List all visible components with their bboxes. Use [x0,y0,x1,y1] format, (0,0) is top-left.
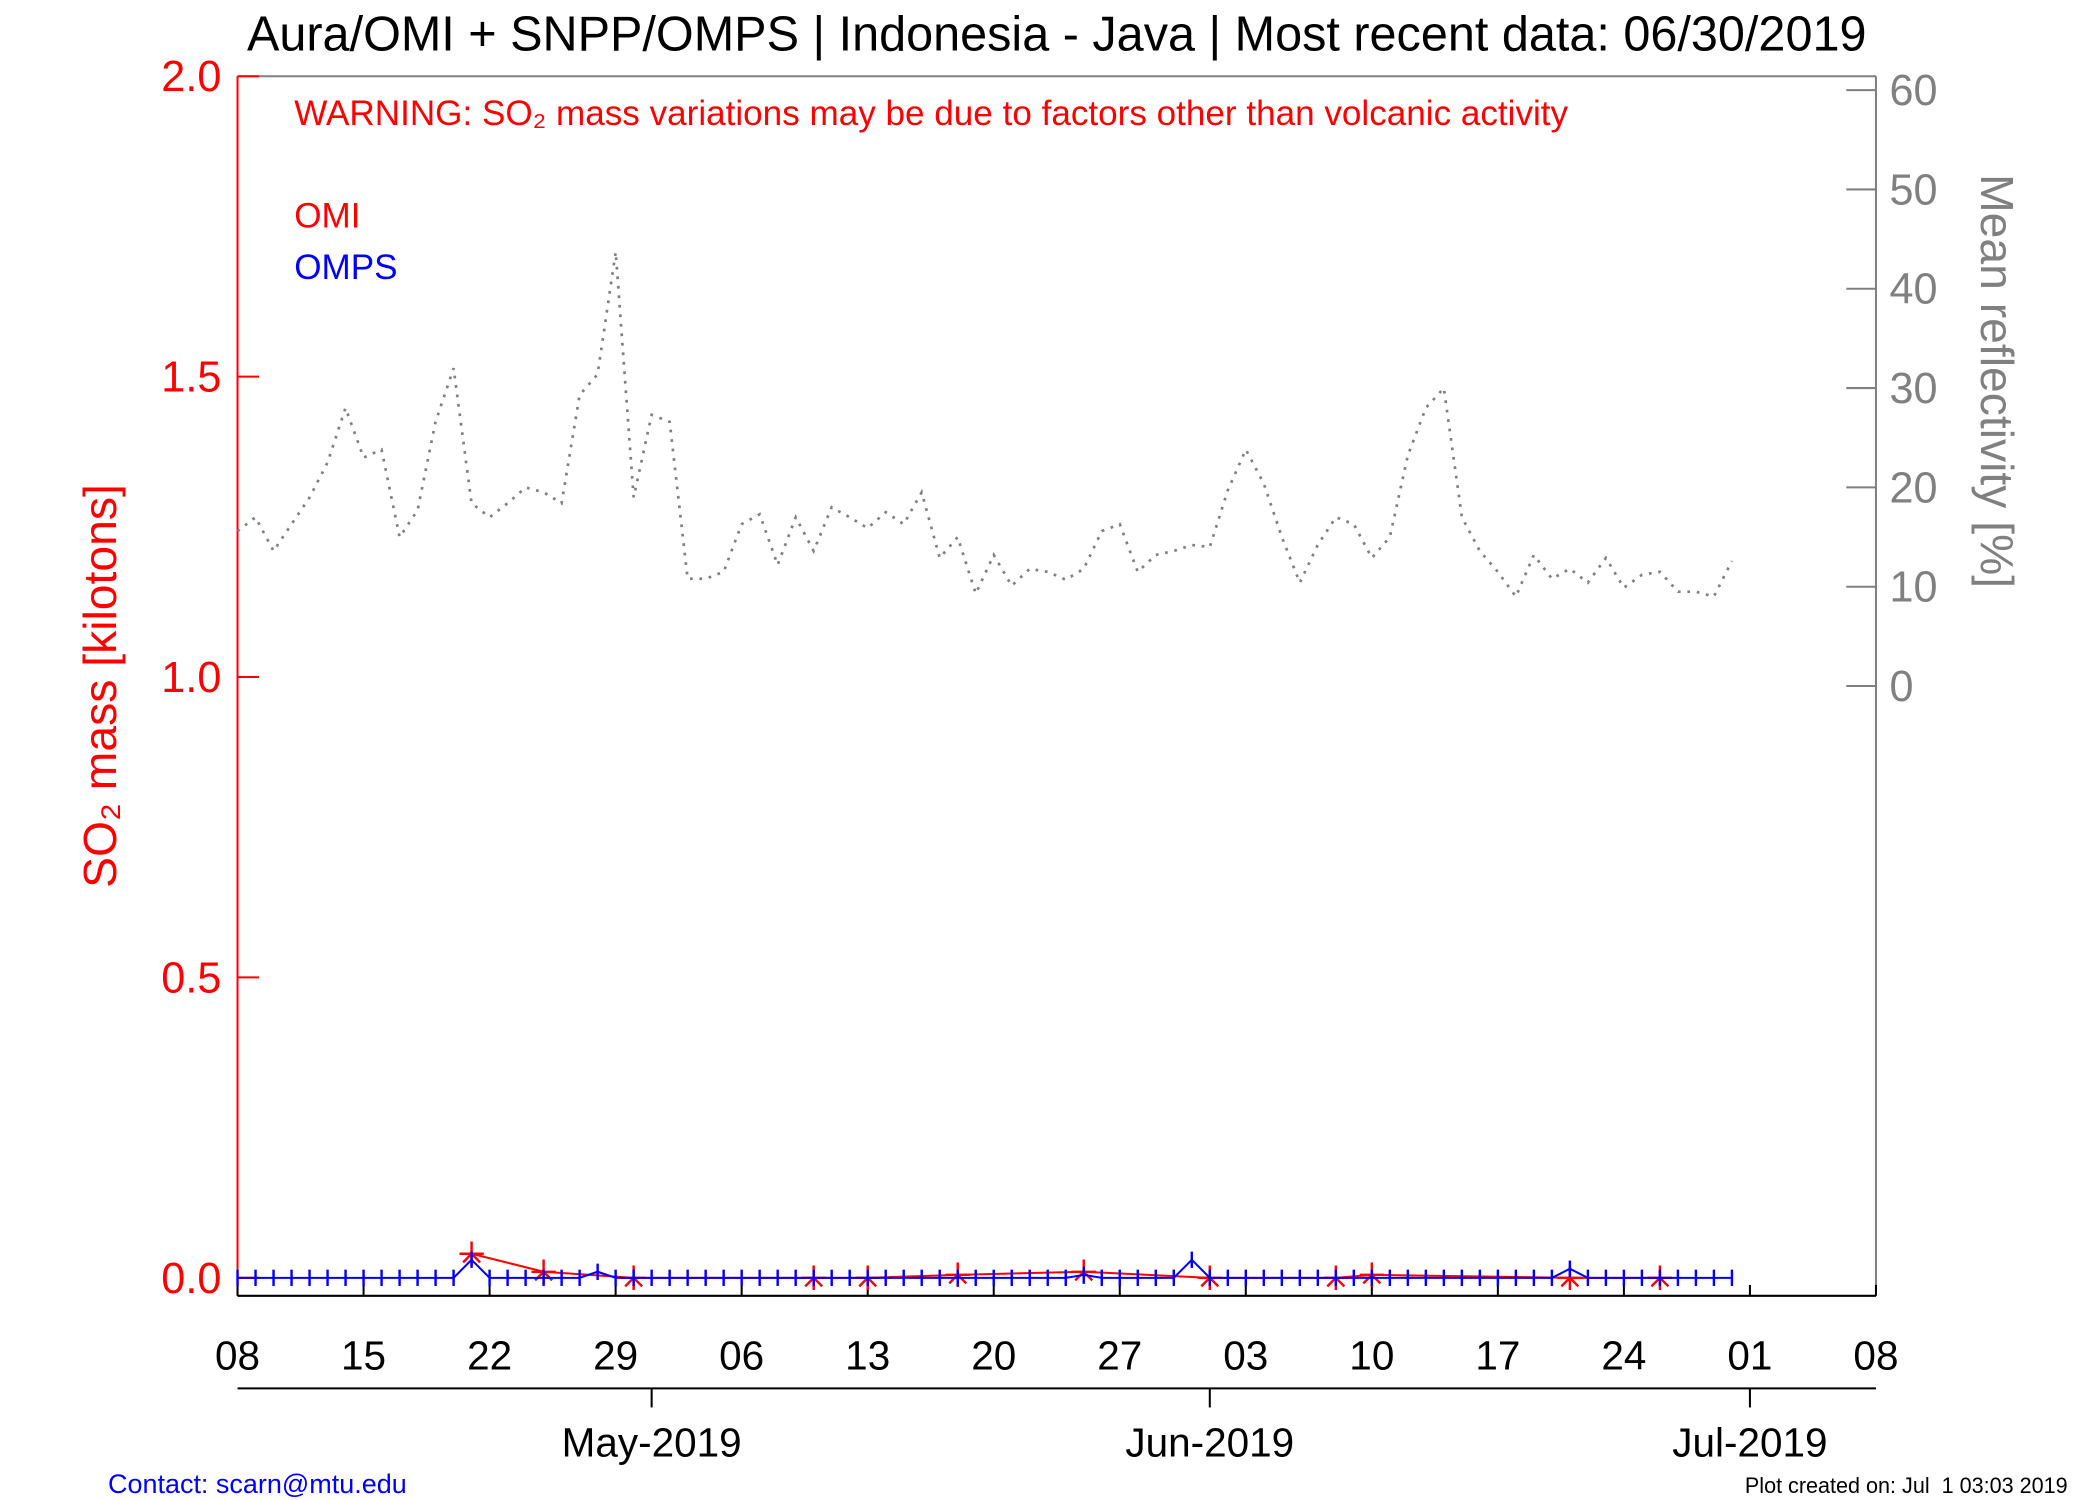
x-tick-label: 08 [1853,1332,1898,1378]
chart-title: Aura/OMI + SNPP/OMPS | Indonesia - Java … [247,7,1867,61]
y-tick-label: 1.5 [161,353,221,401]
y2-tick-label: 40 [1889,266,1937,314]
y-tick-label: 1.0 [161,654,221,702]
x-tick-label: 20 [971,1332,1016,1378]
month-label: Jul-2019 [1672,1419,1827,1465]
x-tick-label: 17 [1475,1332,1520,1378]
y2-tick-label: 30 [1889,365,1937,413]
series-line [236,251,1734,600]
x-tick-label: 24 [1601,1332,1646,1378]
y-tick-label: 2.0 [161,53,221,101]
warning: WARNING: SO₂ mass variations may be due … [294,94,1568,133]
legend-entry: OMI [294,196,360,235]
y-tick-label: 0.5 [161,954,221,1002]
x-tick-label: 01 [1727,1332,1772,1378]
x-tick-label: 29 [593,1332,638,1378]
x-tick-label: 10 [1349,1332,1394,1378]
footer-date: Plot created on: Jul 1 03:03 2019 [1745,1473,2068,1498]
y2-tick-label: 50 [1889,166,1937,214]
y-axis-title: SO₂ mass [kilotons] [74,484,126,888]
x-tick-label: 13 [845,1332,890,1378]
series-line [237,1258,1732,1279]
x-tick-label: 03 [1223,1332,1268,1378]
y2-axis-title: Mean reflectivity [%] [1971,174,2023,588]
legend-entry: OMPS [294,248,397,287]
footer-contact: Contact: scarn@mtu.edu [108,1468,407,1499]
y-tick-label: 0.0 [161,1255,221,1303]
x-tick-label: 15 [341,1332,386,1378]
y2-tick-label: 60 [1889,67,1937,115]
x-tick-label: 06 [719,1332,764,1378]
x-tick-label: 27 [1097,1332,1142,1378]
y2-tick-label: 0 [1889,663,1913,711]
x-tick-label: 08 [215,1332,260,1378]
month-label: Jun-2019 [1125,1419,1294,1465]
x-tick-label: 22 [467,1332,512,1378]
y2-tick-label: 20 [1889,464,1937,512]
y2-tick-label: 10 [1889,564,1937,612]
month-label: May-2019 [562,1419,742,1465]
